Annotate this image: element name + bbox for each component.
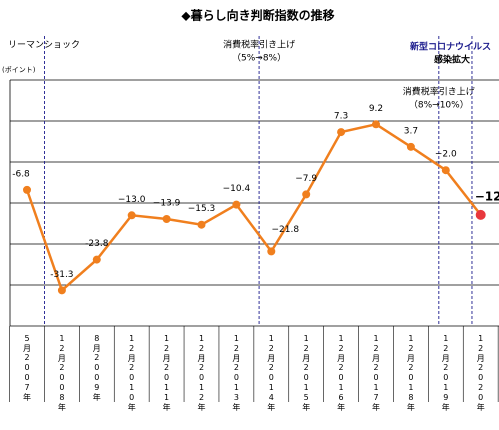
data-point: [23, 185, 31, 194]
data-point: [197, 220, 206, 229]
x-tick-label: 12月2010年: [127, 334, 136, 412]
x-tick-label: 12月2015年: [302, 334, 311, 412]
data-point: [127, 211, 136, 220]
x-tick-label: 5月2007年: [23, 334, 32, 402]
data-point: [162, 214, 171, 223]
x-tick-label: 12月2013年: [232, 334, 241, 412]
annotation-text: （5%→8%）: [232, 53, 286, 64]
x-tick-label: 12月2018年: [406, 334, 415, 412]
x-tick-label: 8月2009年: [92, 334, 101, 402]
annotation-text: （8%→10%）: [409, 100, 469, 111]
x-tick-label: 12月2016年: [337, 334, 346, 412]
x-tick-label: 12月2008年: [57, 334, 66, 412]
x-tick-label: 12月2019年: [441, 334, 450, 412]
annotation-text: 新型コロナウイルス: [410, 41, 491, 53]
data-label: 9.2: [369, 104, 383, 114]
data-point: [475, 209, 486, 220]
annotation-text: 消費税率引き上げ: [403, 86, 475, 98]
data-label: −12.9: [475, 189, 499, 203]
data-label: -6.8: [12, 169, 30, 179]
data-point: [232, 200, 241, 209]
chart-title: ◆暮らし向き判断指数の推移: [181, 8, 334, 23]
data-label: −2.0: [435, 150, 457, 160]
data-point: [372, 120, 380, 129]
data-label: −7.9: [295, 174, 317, 184]
data-point: [441, 166, 450, 175]
data-point: [92, 255, 101, 264]
annotation-text: 感染拡大: [434, 54, 470, 66]
data-label: 3.7: [404, 126, 418, 136]
data-point: [406, 142, 415, 151]
data-label: -31.3: [50, 270, 73, 280]
annotation-text: 消費税率引き上げ: [223, 39, 295, 51]
data-point: [302, 190, 311, 199]
x-tick-label: 12月2014年: [267, 334, 276, 412]
x-tick-label: 12月2012年: [197, 334, 206, 412]
x-tick-label: 12月2017年: [372, 334, 381, 412]
data-point: [267, 247, 276, 256]
series-line: [25, 122, 482, 293]
data-label: -23.8: [85, 239, 109, 249]
data-label: 7.3: [334, 112, 348, 122]
data-label: −10.4: [223, 184, 251, 194]
data-label: −13.0: [118, 195, 146, 205]
x-tick-label: 12月2020年: [476, 334, 485, 412]
data-point: [337, 128, 346, 137]
data-label: −21.8: [272, 225, 300, 235]
y-axis-label: (ポイント): [2, 66, 36, 74]
annotation-text: リーマンショック: [8, 40, 80, 51]
x-tick-label: 12月2011年: [162, 334, 171, 412]
data-point: [57, 286, 66, 295]
data-label: −13.9: [153, 198, 181, 208]
data-label: −15.3: [188, 204, 216, 214]
